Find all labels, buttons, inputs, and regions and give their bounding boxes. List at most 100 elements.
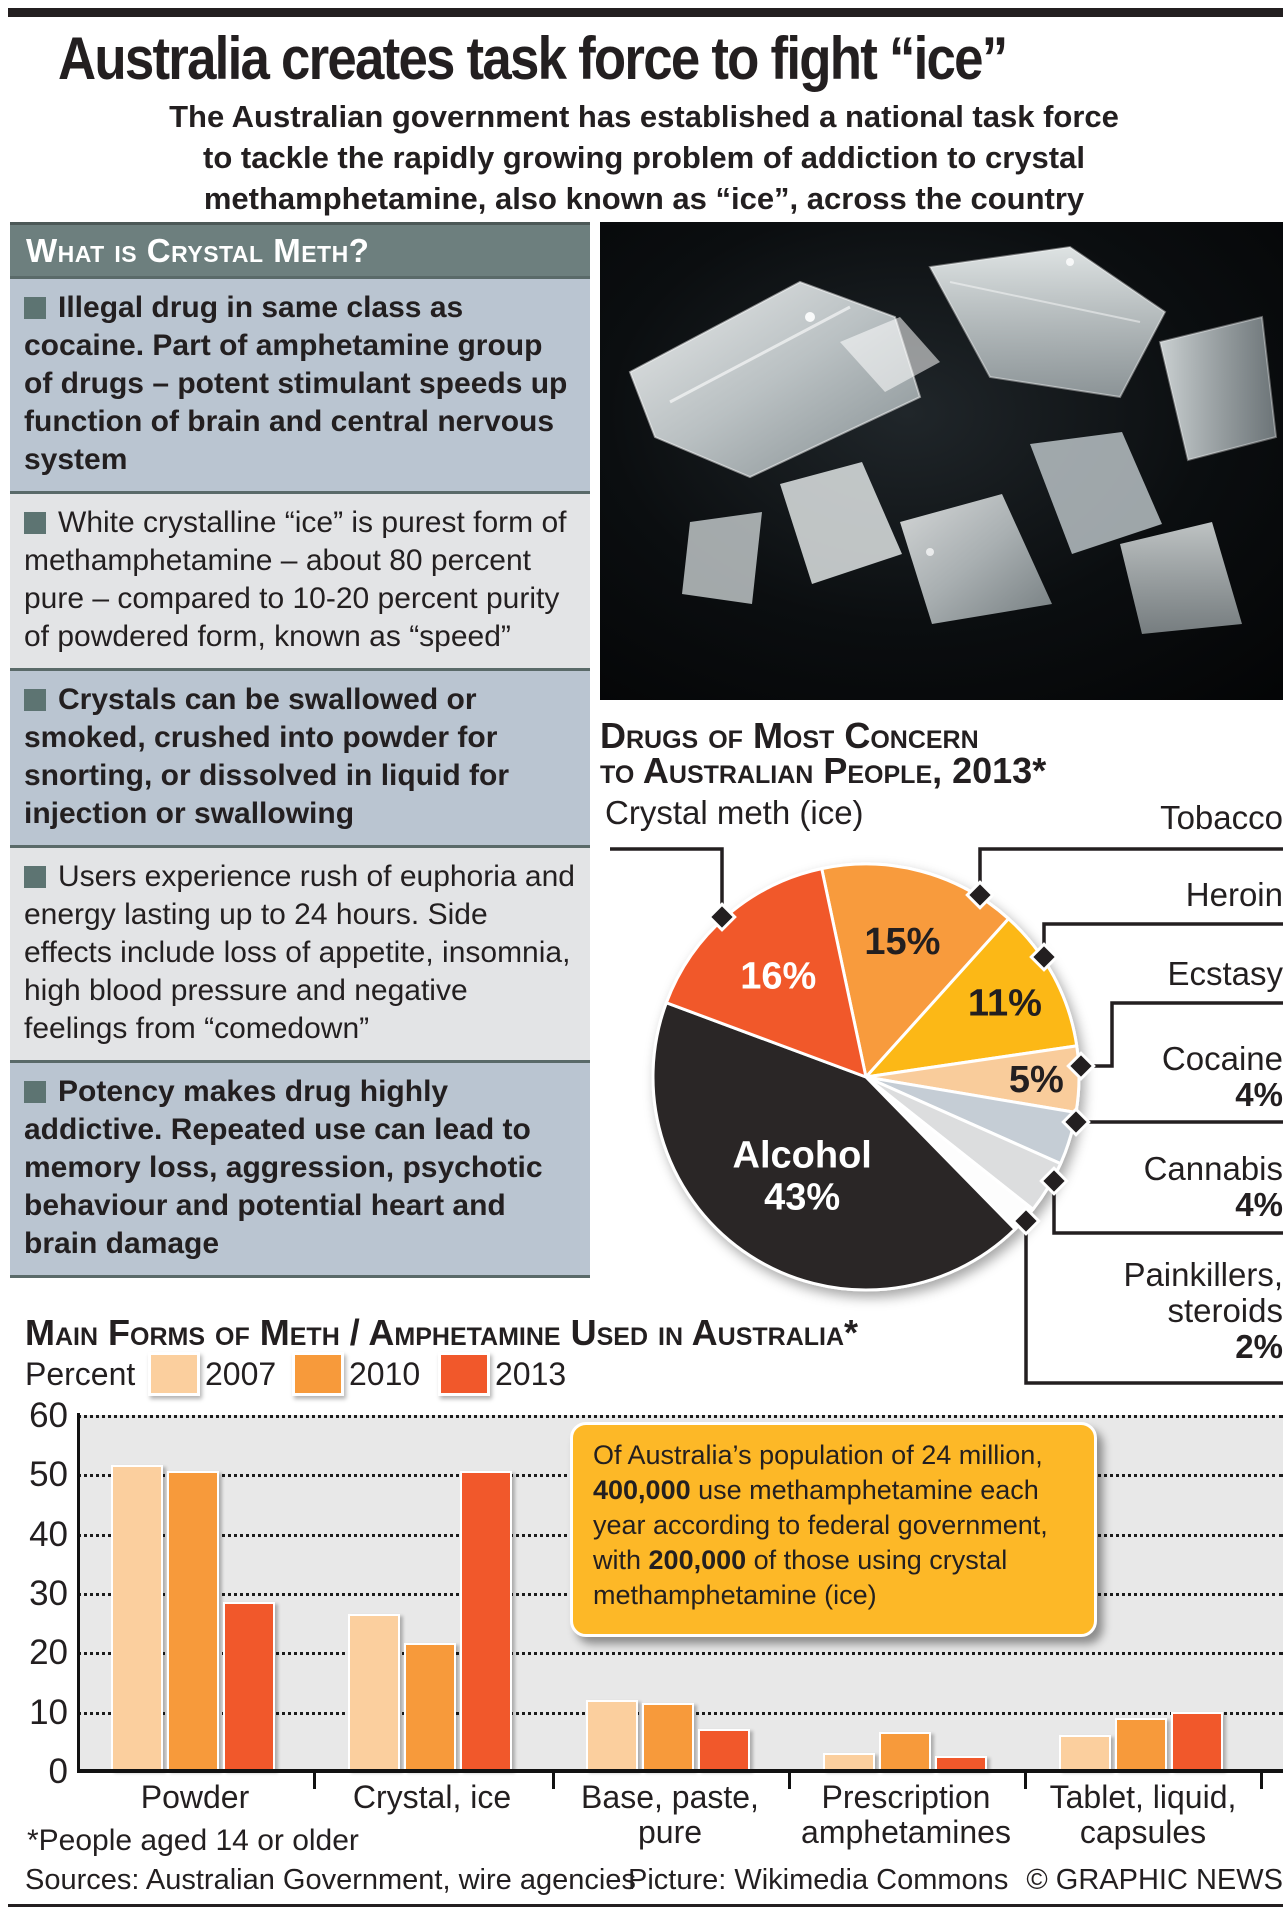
y-axis-title: Percent <box>25 1356 136 1392</box>
callout-text: use methamphetamine each year according … <box>593 1475 1048 1575</box>
legend-swatch-2013 <box>438 1352 490 1396</box>
population-callout-box: Of Australia’s population of 24 million,… <box>570 1422 1097 1637</box>
legend-label-2010: 2010 <box>349 1356 421 1392</box>
picture-credit: Picture: Wikimedia Commons <box>628 1864 1009 1896</box>
bar-2007-tablet-liquid-capsules <box>1059 1735 1111 1771</box>
pie-inner-label: 11% <box>968 983 1042 1025</box>
callout-number-200000: 200,000 <box>648 1545 747 1575</box>
callout-text: Of Australia’s population of 24 million, <box>593 1440 1043 1470</box>
subtitle-line: The Australian government has establishe… <box>169 99 1119 134</box>
top-rule <box>8 8 1283 17</box>
bullet-item: Potency makes drug highly addictive. Rep… <box>10 1060 590 1275</box>
graphic-news-credit: © GRAPHIC NEWS <box>1026 1864 1283 1896</box>
legend-swatch-2007 <box>148 1352 200 1396</box>
pie-label-cocaine: Cocaine 4% <box>1161 1040 1283 1113</box>
y-axis-tick-label: 40 <box>29 1514 68 1554</box>
pie-slice-tobacco <box>820 862 1011 1079</box>
y-axis-tick-label: 30 <box>29 1574 68 1613</box>
page-title: Australia creates task force to fight “i… <box>58 25 1008 92</box>
bar-2013-crystal-ice <box>460 1471 512 1771</box>
pie-leader-line <box>1024 1221 1283 1385</box>
subtitle-line: to tackle the rapidly growing problem of… <box>203 140 1085 175</box>
x-axis-tick <box>313 1773 316 1789</box>
bar-2010-tablet-liquid-capsules <box>1115 1717 1167 1771</box>
square-bullet-icon <box>24 689 46 711</box>
legend-label-2007: 2007 <box>205 1356 277 1392</box>
diamond-marker-icon <box>707 902 737 932</box>
pie-title-line2: to Australian People, 2013* <box>600 750 1047 791</box>
x-axis-category-label: Tablet, liquid, capsules <box>1049 1779 1237 1850</box>
callout-number-400000: 400,000 <box>593 1475 691 1505</box>
pie-inner-label: 5% <box>1009 1059 1064 1101</box>
diamond-marker-icon <box>965 880 995 910</box>
y-axis-tick-label: 0 <box>48 1752 68 1791</box>
bullet-item: White crystalline “ice” is purest form o… <box>10 491 590 668</box>
sources-credit: Sources: Australian Government, wire age… <box>25 1864 636 1896</box>
bullet-text: Crystals can be swallowed or smoked, cru… <box>24 683 510 830</box>
y-axis-tick-label: 50 <box>29 1455 68 1495</box>
y-axis-tick-label: 10 <box>29 1692 68 1732</box>
y-axis-tick-label: 20 <box>29 1633 68 1673</box>
diamond-marker-icon <box>1039 1166 1069 1196</box>
square-bullet-icon <box>24 866 46 888</box>
bar-2007-base-paste-pure <box>586 1699 638 1771</box>
y-axis-tick-label: 60 <box>29 1396 68 1435</box>
bar-2007-powder <box>111 1465 163 1771</box>
diamond-marker-icon <box>1066 1051 1096 1081</box>
diamond-marker-icon <box>1011 1206 1041 1236</box>
diamond-marker-icon <box>1029 942 1059 972</box>
bullet-text: Illegal drug in same class as cocaine. P… <box>24 291 568 476</box>
gridline-60 <box>77 1415 1283 1418</box>
callout-text: of those using crystal methamphetamine (… <box>593 1545 1008 1610</box>
bullet-text: Potency makes drug highly addictive. Rep… <box>24 1075 543 1260</box>
x-axis-tick <box>1024 1773 1027 1789</box>
bar-2013-tablet-liquid-capsules <box>1171 1711 1223 1771</box>
x-axis-tick <box>1260 1773 1263 1789</box>
gridline-20 <box>77 1652 1283 1656</box>
pie-inner-label: 15% <box>864 921 940 963</box>
pie-label-cannabis: Cannabis 4% <box>1143 1150 1283 1223</box>
bar-2010-crystal-ice <box>404 1643 456 1771</box>
crystal-meth-photo <box>600 222 1283 700</box>
diamond-marker-icon <box>1061 1107 1091 1137</box>
bar-2013-powder <box>223 1601 275 1771</box>
bar-2013-base-paste-pure <box>698 1729 750 1771</box>
pie-inner-label: 16% <box>740 955 816 997</box>
x-axis-tick <box>788 1773 791 1789</box>
legend-swatch-2010 <box>292 1352 344 1396</box>
legend-label-2013: 2013 <box>495 1356 567 1392</box>
bullet-text: White crystalline “ice” is purest form o… <box>24 506 567 653</box>
what-is-heading: What is Crystal Meth? <box>10 222 590 276</box>
x-axis-category-label: Base, paste, pure <box>581 1779 759 1850</box>
square-bullet-icon <box>24 1081 46 1103</box>
pie-slices <box>651 862 1081 1292</box>
bullet-item: Crystals can be swallowed or smoked, cru… <box>10 668 590 845</box>
bar-2010-powder <box>167 1471 219 1771</box>
pie-label-crystal-meth: Crystal meth (ice) <box>605 794 864 831</box>
bullet-item: Users experience rush of euphoria and en… <box>10 845 590 1060</box>
page-subtitle: The Australian government has establishe… <box>0 96 1288 219</box>
pie-title-line1: Drugs of Most Concern <box>600 715 979 756</box>
x-axis-category-label: Powder <box>140 1779 250 1815</box>
what-is-crystal-meth-box: What is Crystal Meth? Illegal drug in sa… <box>10 222 590 1278</box>
x-axis-tick <box>552 1773 555 1789</box>
square-bullet-icon <box>24 512 46 534</box>
bar-2010-prescription-amphetamines <box>879 1732 931 1771</box>
pie-leader-line <box>610 847 724 917</box>
footnote: *People aged 14 or older <box>27 1824 359 1857</box>
x-axis-line <box>77 1769 1283 1773</box>
pie-leader-line <box>978 847 1283 895</box>
pie-leader-line <box>1081 1001 1283 1068</box>
pie-inner-label: Alcohol <box>733 1134 872 1176</box>
pie-slice-heroin <box>864 917 1079 1079</box>
pie-leader-line <box>1042 922 1283 957</box>
bar-chart-title: Main Forms of Meth / Amphetamine Used in… <box>25 1312 859 1353</box>
pie-chart-title: Drugs of Most Concern to Australian Peop… <box>600 715 1047 791</box>
pie-slice-alcohol <box>651 1001 1017 1292</box>
pie-leader-line <box>1052 1181 1283 1235</box>
pie-label-painkillers: Painkillers, steroids 2% <box>1123 1256 1283 1365</box>
pie-label-ecstasy: Ecstasy <box>1167 955 1283 992</box>
pie-inner-label: 43% <box>764 1176 840 1218</box>
bullet-text: Users experience rush of euphoria and en… <box>24 860 575 1045</box>
